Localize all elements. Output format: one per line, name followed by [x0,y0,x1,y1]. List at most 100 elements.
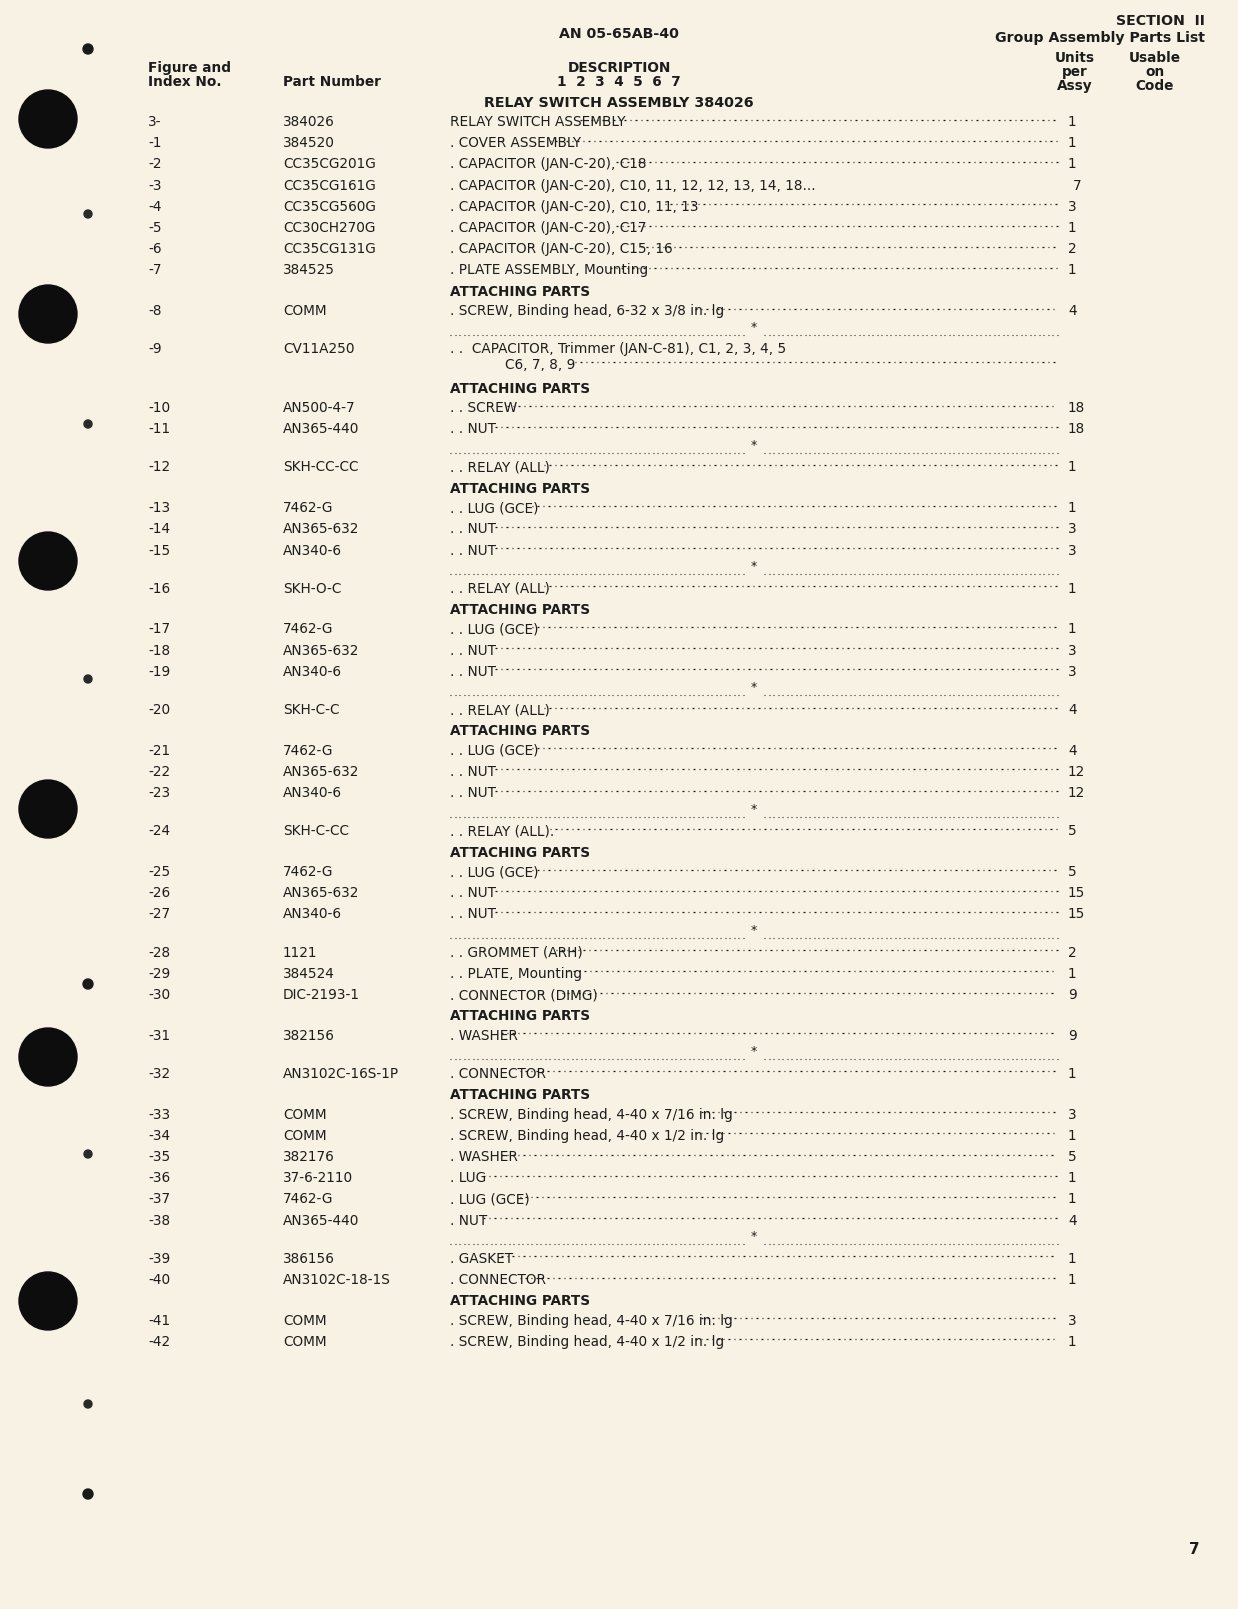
Text: 1: 1 [1068,1130,1077,1142]
Text: 382156: 382156 [284,1028,334,1043]
Text: -34: -34 [149,1130,170,1142]
Text: AN340-6: AN340-6 [284,544,342,557]
Text: -33: -33 [149,1107,170,1121]
Text: AN365-440: AN365-440 [284,1213,359,1228]
Text: . . NUT: . . NUT [449,523,496,536]
Text: -14: -14 [149,523,170,536]
Text: 4: 4 [1068,304,1077,319]
Text: *: * [751,803,758,816]
Text: 15: 15 [1068,887,1086,899]
Text: Part Number: Part Number [284,76,381,88]
Text: -41: -41 [149,1313,170,1327]
Text: 4: 4 [1068,703,1077,718]
Text: CC35CG131G: CC35CG131G [284,243,376,256]
Text: CC35CG560G: CC35CG560G [284,200,376,214]
Text: DIC-2193-1: DIC-2193-1 [284,988,360,1002]
Text: -17: -17 [149,623,170,637]
Text: -8: -8 [149,304,161,319]
Text: . SCREW, Binding head, 4-40 x 1/2 in. lg: . SCREW, Binding head, 4-40 x 1/2 in. lg [449,1335,724,1348]
Text: 1  2  3  4  5  6  7: 1 2 3 4 5 6 7 [557,76,681,88]
Text: *: * [751,560,758,573]
Text: 1: 1 [1068,158,1077,172]
Text: . CONNECTOR: . CONNECTOR [449,1067,546,1081]
Text: . . RELAY (ALL).: . . RELAY (ALL). [449,824,555,838]
Text: AN365-632: AN365-632 [284,644,359,658]
Text: -1: -1 [149,137,161,150]
Text: 9: 9 [1068,1028,1077,1043]
Text: *: * [751,681,758,695]
Text: 3: 3 [1068,200,1077,214]
Text: 15: 15 [1068,907,1086,922]
Text: SKH-CC-CC: SKH-CC-CC [284,460,359,475]
Text: Units: Units [1055,51,1094,64]
Text: 9: 9 [1068,988,1077,1002]
Text: 1: 1 [1068,582,1077,595]
Text: 4: 4 [1068,1213,1077,1228]
Text: . LUG (GCE): . LUG (GCE) [449,1192,530,1207]
Text: . CAPACITOR (JAN-C-20), C10, 11, 12, 12, 13, 14, 18...: . CAPACITOR (JAN-C-20), C10, 11, 12, 12,… [449,179,816,193]
Text: . . NUT: . . NUT [449,422,496,436]
Text: ATTACHING PARTS: ATTACHING PARTS [449,481,591,496]
Text: 7: 7 [1190,1541,1200,1558]
Text: COMM: COMM [284,1130,327,1142]
Text: 3: 3 [1068,544,1077,557]
Text: -37: -37 [149,1192,170,1207]
Circle shape [19,780,77,838]
Text: -40: -40 [149,1273,170,1287]
Text: *: * [751,924,758,936]
Text: 386156: 386156 [284,1252,334,1266]
Text: . CONNECTOR (DIMG): . CONNECTOR (DIMG) [449,988,598,1002]
Text: . NUT: . NUT [449,1213,488,1228]
Text: 1: 1 [1068,1252,1077,1266]
Text: -35: -35 [149,1150,171,1163]
Text: AN365-440: AN365-440 [284,422,359,436]
Text: . SCREW, Binding head, 4-40 x 7/16 in. lg: . SCREW, Binding head, 4-40 x 7/16 in. l… [449,1313,733,1327]
Text: CC30CH270G: CC30CH270G [284,220,375,235]
Text: 7: 7 [1073,179,1082,193]
Text: -26: -26 [149,887,170,899]
Text: 5: 5 [1068,1150,1077,1163]
Text: AN340-6: AN340-6 [284,907,342,922]
Text: 7462-G: 7462-G [284,866,333,879]
Text: 5: 5 [1068,866,1077,879]
Text: . .  CAPACITOR, Trimmer (JAN-C-81), C1, 2, 3, 4, 5: . . CAPACITOR, Trimmer (JAN-C-81), C1, 2… [449,343,786,356]
Text: 1: 1 [1068,264,1077,277]
Text: 1: 1 [1068,220,1077,235]
Text: . . NUT: . . NUT [449,787,496,800]
Text: DESCRIPTION: DESCRIPTION [567,61,671,76]
Text: ATTACHING PARTS: ATTACHING PARTS [449,1294,591,1308]
Text: Group Assembly Parts List: Group Assembly Parts List [995,31,1205,45]
Text: Figure and: Figure and [149,61,232,76]
Text: COMM: COMM [284,1107,327,1121]
Text: 7462-G: 7462-G [284,500,333,515]
Text: Assy: Assy [1057,79,1093,93]
Circle shape [84,1150,92,1158]
Text: . WASHER: . WASHER [449,1150,517,1163]
Text: on: on [1145,64,1165,79]
Text: AN340-6: AN340-6 [284,787,342,800]
Text: 3: 3 [1068,665,1077,679]
Text: . WASHER: . WASHER [449,1028,517,1043]
Text: CC35CG201G: CC35CG201G [284,158,376,172]
Text: -6: -6 [149,243,161,256]
Text: . CONNECTOR: . CONNECTOR [449,1273,546,1287]
Text: COMM: COMM [284,1313,327,1327]
Text: 3: 3 [1068,523,1077,536]
Circle shape [83,1488,93,1500]
Text: ATTACHING PARTS: ATTACHING PARTS [449,845,591,859]
Text: . GASKET: . GASKET [449,1252,513,1266]
Text: ATTACHING PARTS: ATTACHING PARTS [449,381,591,396]
Text: Index No.: Index No. [149,76,222,88]
Text: 1: 1 [1068,623,1077,637]
Text: -36: -36 [149,1171,170,1186]
Text: 1: 1 [1068,500,1077,515]
Text: AN365-632: AN365-632 [284,887,359,899]
Text: -23: -23 [149,787,170,800]
Text: -27: -27 [149,907,170,922]
Circle shape [84,676,92,682]
Text: AN340-6: AN340-6 [284,665,342,679]
Text: Code: Code [1135,79,1174,93]
Text: ATTACHING PARTS: ATTACHING PARTS [449,1088,591,1102]
Text: 1: 1 [1068,114,1077,129]
Text: -24: -24 [149,824,170,838]
